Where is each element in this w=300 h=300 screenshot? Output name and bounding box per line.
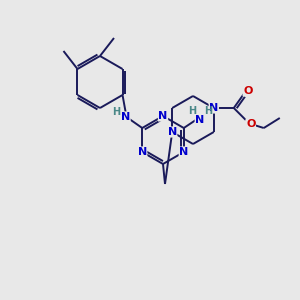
Text: N: N xyxy=(138,147,147,157)
Text: H: H xyxy=(188,106,196,116)
Text: N: N xyxy=(168,127,177,137)
Text: N: N xyxy=(195,115,204,125)
Text: N: N xyxy=(209,103,218,113)
Text: O: O xyxy=(243,86,253,96)
Text: H: H xyxy=(112,107,121,117)
Text: N: N xyxy=(121,112,130,122)
Text: N: N xyxy=(158,111,168,121)
Text: O: O xyxy=(246,119,256,129)
Text: H: H xyxy=(204,106,212,116)
Text: N: N xyxy=(179,147,188,157)
